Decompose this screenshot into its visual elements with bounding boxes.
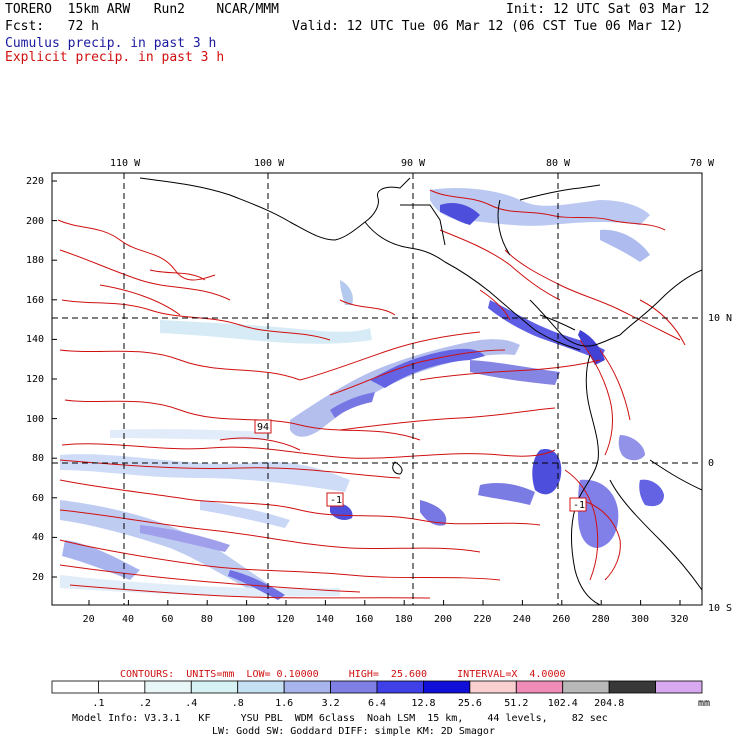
lon-label-90w: 90 W [401,158,426,169]
valid-time: Valid: 12 UTC Tue 06 Mar 12 (06 CST Tue … [292,19,684,34]
colorbar-label: 6.4 [368,698,387,709]
colorbar-label: .1 [92,698,105,709]
y-tick-label: 20 [32,572,45,583]
x-tick-label: 240 [512,614,531,625]
colorbar-swatch [423,680,471,694]
colorbar-label: 1.6 [275,698,294,709]
colorbar-label: 3.2 [321,698,340,709]
plot-frame [51,172,703,606]
colorbar-label: 12.8 [411,698,436,709]
x-tick-label: 100 [237,614,256,625]
lon-label-110w: 110 W [110,158,141,169]
contour-info: CONTOURS: UNITS=mm LOW= 0.10000 HIGH= 25… [120,669,566,680]
colorbar-swatch [469,680,517,694]
colorbar-swatch [330,680,378,694]
axis-ticks [52,180,681,605]
value-boxes [254,419,587,512]
explicit-precip-contours [57,189,686,599]
box-label-3: -1 [573,500,585,511]
box-label-1: 94 [257,422,269,433]
x-tick-label: 20 [82,614,95,625]
x-tick-label: 300 [631,614,650,625]
coastlines [139,177,702,605]
x-tick-label: 200 [434,614,453,625]
x-tick-label: 260 [552,614,571,625]
lon-label-100w: 100 W [254,158,285,169]
cumulus-precip-areas [60,188,664,600]
init-time: Init: 12 UTC Sat 03 Mar 12 [506,2,710,17]
colorbar-swatch [376,680,424,694]
y-tick-label: 100 [26,413,45,425]
x-tick-label: 140 [315,614,334,625]
y-tick-label: 140 [26,334,45,346]
lat-lon-grid [52,173,702,605]
colorbar-label: .8 [231,698,244,709]
physics-info: LW: Godd SW: Goddard DIFF: simple KM: 2D… [212,726,495,737]
colorbar-swatch [51,680,99,694]
x-tick-label: 160 [355,614,374,625]
colorbar-swatch [515,680,564,694]
y-tick-label: 180 [26,255,45,267]
colorbar-swatch [190,680,239,694]
model-info: Model Info: V3.3.1 KF YSU PBL WDM 6class… [72,713,608,724]
colorbar-swatch [608,680,656,694]
colorbar-swatch [98,680,146,694]
colorbar-swatch [144,680,192,694]
box-label-2: -1 [330,495,342,506]
y-tick-label: 60 [32,492,45,504]
lat-label-10s: 10 S [708,603,733,614]
colorbar-label: 25.6 [457,698,482,709]
x-tick-label: 120 [276,614,295,625]
model-title: TORERO 15km ARW Run2 NCAR/MMM [5,2,279,17]
lat-label-10n: 10 N [708,313,733,324]
x-tick-label: 40 [122,614,135,625]
y-tick-label: 200 [26,215,45,227]
colorbar-label: 204.8 [594,698,625,709]
colorbar-swatch [655,680,703,694]
legend-cumulus: Cumulus precip. in past 3 h [5,36,217,51]
forecast-hour: Fcst: 72 h [5,19,99,34]
x-tick-label: 180 [394,614,413,625]
colorbar-label: .4 [185,698,198,709]
x-tick-label: 280 [591,614,610,625]
legend-explicit: Explicit precip. in past 3 h [5,50,225,65]
lon-label-80w: 80 W [546,158,571,169]
y-tick-label: 160 [26,294,45,306]
y-tick-label: 40 [32,532,45,544]
colorbar-label: 102.4 [547,698,578,709]
colorbar-label: .2 [138,698,151,709]
x-tick-label: 80 [200,614,213,625]
colorbar-swatch [562,680,610,694]
colorbar-swatch [283,680,331,694]
y-tick-label: 80 [32,453,45,465]
y-tick-label: 220 [26,176,45,187]
y-tick-label: 120 [26,374,45,385]
colorbar-swatch [237,680,285,694]
colorbar [51,680,703,694]
colorbar-unit: mm [698,698,711,709]
x-tick-label: 320 [670,614,689,625]
lon-label-70w: 70 W [690,158,715,169]
lat-label-0: 0 [708,458,715,469]
colorbar-label: 51.2 [504,698,529,709]
x-tick-label: 220 [473,614,492,625]
x-tick-label: 60 [161,614,174,625]
